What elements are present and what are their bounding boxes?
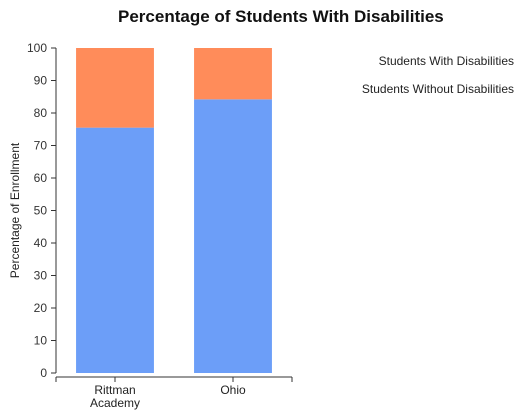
x-tick-label: Ohio [220,383,246,397]
y-tick-label: 40 [34,236,48,250]
y-tick-label: 30 [34,269,48,283]
y-tick-label: 10 [34,334,48,348]
bar-with-disabilities [76,48,154,128]
y-axis-label: Percentage of Enrollment [8,142,22,278]
x-tick-label: Rittman [94,383,135,397]
y-tick-label: 60 [34,171,48,185]
bar-without-disabilities [194,99,272,373]
y-tick-label: 70 [34,139,48,153]
bar-with-disabilities [194,48,272,100]
legend: Students With Disabilities Students With… [362,52,514,108]
y-tick-label: 80 [34,106,48,120]
y-tick-label: 90 [34,74,48,88]
legend-item-without-disabilities[interactable]: Students Without Disabilities [361,82,514,96]
x-tick-label: Academy [90,396,140,410]
y-tick-label: 0 [40,366,47,380]
y-tick-label: 20 [34,301,48,315]
y-tick-label: 100 [27,41,47,55]
legend-item-with-disabilities[interactable]: Students With Disabilities [378,54,514,68]
bar-without-disabilities [76,127,154,373]
y-tick-label: 50 [34,204,48,218]
chart-title: Percentage of Students With Disabilities [118,7,444,26]
